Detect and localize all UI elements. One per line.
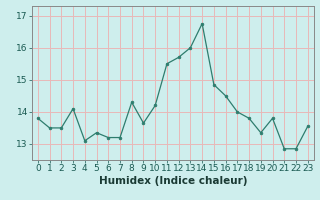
X-axis label: Humidex (Indice chaleur): Humidex (Indice chaleur) (99, 176, 247, 186)
